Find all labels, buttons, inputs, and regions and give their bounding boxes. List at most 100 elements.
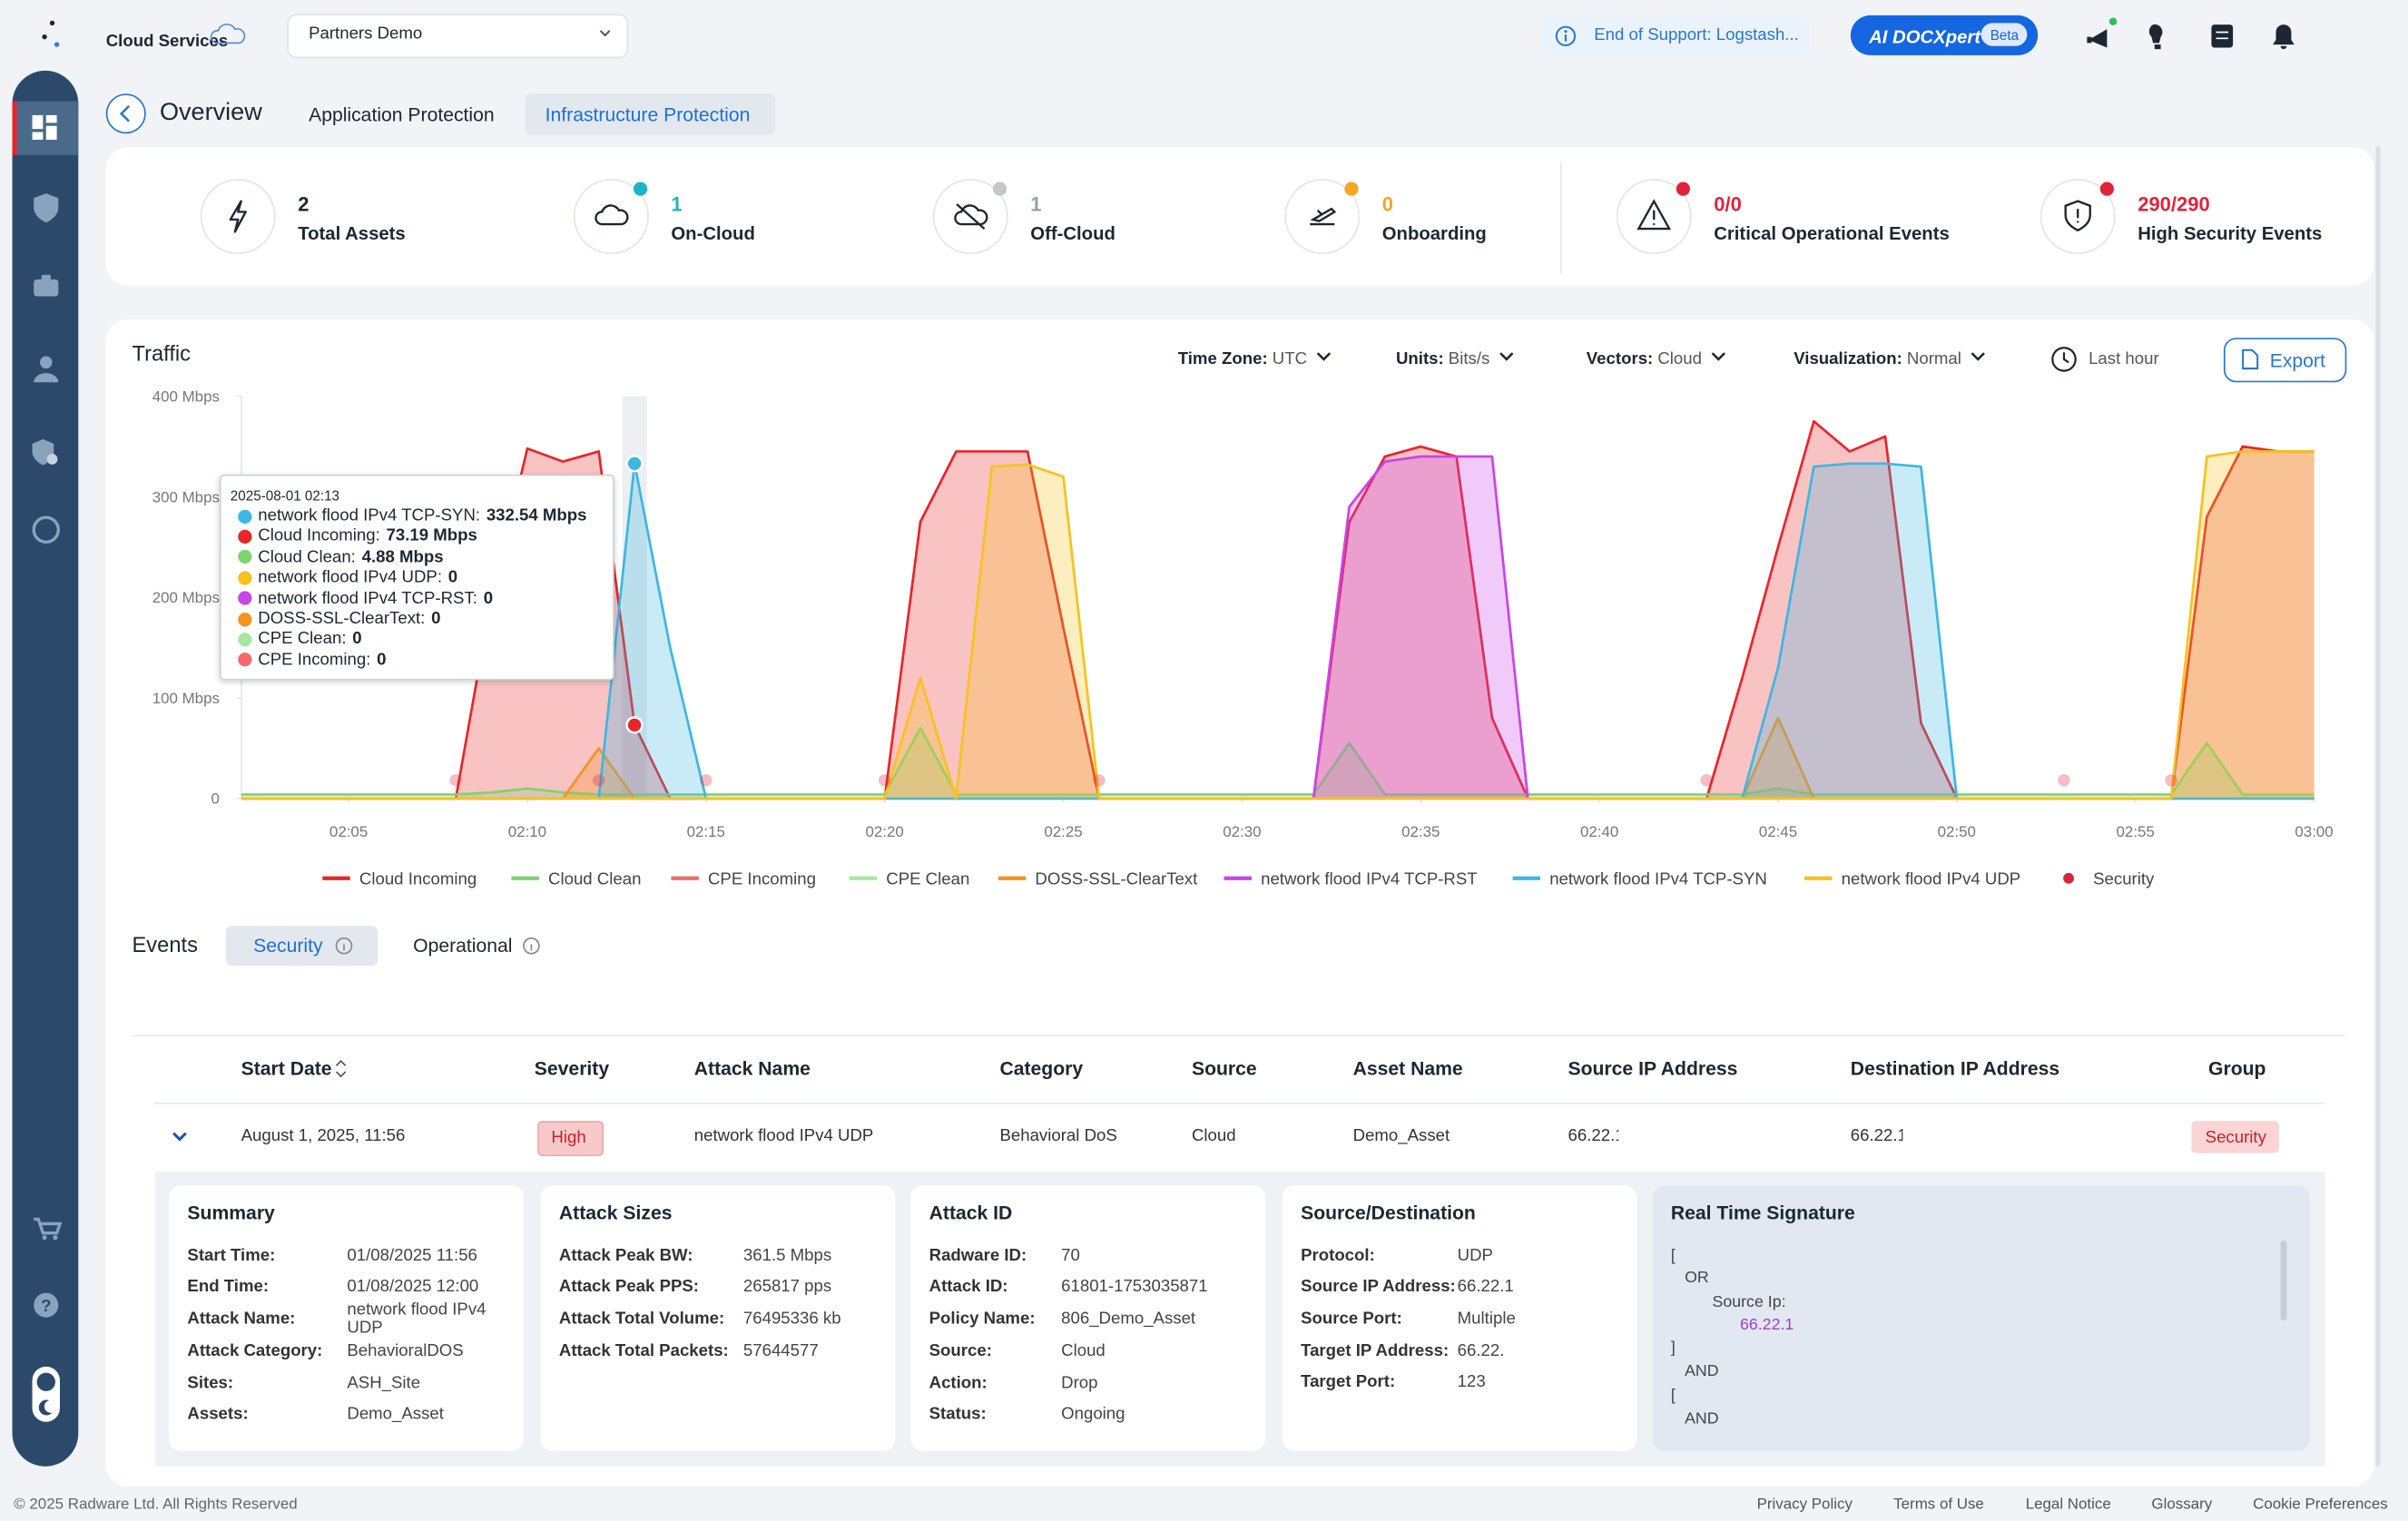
detail-value: 265817 pps [743,1278,897,1296]
tooltip-label: CPE Clean:0 [258,630,361,648]
card-label: Total Assets [298,222,405,244]
security-event [700,774,713,787]
info-icon [335,937,353,955]
severity: High [551,1129,585,1147]
section-title: Traffic [133,341,192,366]
control-label: Units:Bits/s [1396,350,1519,368]
detail-value: 70 [1061,1247,1214,1265]
tooltip-value: 0 [352,630,361,648]
sort-icon[interactable] [335,1059,348,1077]
tooltip-value: 4.88 Mbps [362,548,444,566]
brand-cloud [209,22,249,49]
legend-label: network flood IPv4 UDP [1842,869,2021,888]
detail-label: Attack Peak BW: [559,1247,693,1265]
card-title: Attack ID [929,1202,1013,1224]
x-tick-label: 02:20 [866,823,904,840]
detail-value: 57644577 [743,1342,897,1360]
chevron[interactable] [1498,350,1519,364]
export-label: Export [2270,350,2325,372]
legend-label: DOSS-SSL-ClearText [1035,869,1198,888]
signature-line: [ [1671,1387,1676,1405]
tooltip-dot [238,550,251,564]
detail-label: Attack ID: [929,1278,1008,1296]
time-range[interactable]: Last hour [2089,350,2159,368]
security-event [593,774,605,787]
tooltip-dot [238,612,251,625]
control-label: Visualization:Normal [1794,350,1990,368]
signature-line: OR [1685,1269,1709,1287]
column-header: Attack Name [694,1058,811,1080]
card-icon [1616,178,1695,258]
legend-label: Cloud Incoming [359,869,477,888]
cell: network flood IPv4 UDP [694,1127,874,1145]
detail-value: 66.22.1 [1458,1278,1611,1296]
card-value: 2 [298,192,309,215]
card-title: Real Time Signature [1671,1202,1855,1224]
detail-label: Policy Name: [929,1310,1036,1328]
tooltip: 2025-08-01 02:13 network flood IPv4 TCP-… [220,475,614,681]
tooltip-dot [238,653,251,667]
export-icon [2241,348,2259,370]
card-label: On-Cloud [671,222,754,244]
scrollbar[interactable] [2281,1241,2287,1320]
detail-value: UDP [1458,1247,1611,1265]
back-button[interactable] [104,93,147,135]
cell: Cloud [1192,1127,1236,1145]
detail-value: Multiple [1458,1310,1611,1328]
tooltip-value: 73.19 Mbps [387,527,477,545]
signature-line: ] [1671,1339,1676,1357]
x-tick-label: 02:45 [1759,823,1797,840]
detail-label: Source IP Address: [1301,1278,1456,1296]
section-title: Events [133,932,198,957]
column-header: Destination IP Address [1851,1058,2059,1080]
detail-label: Start Time: [187,1247,275,1265]
column-header: Source [1192,1058,1257,1080]
footer-link[interactable]: Privacy Policy [1757,1496,1853,1514]
info-icon [522,937,540,955]
footer-link[interactable]: Legal Notice [2026,1496,2111,1514]
tab[interactable]: Application Protection [309,104,495,126]
x-tick-label: 02:35 [1401,823,1440,840]
expand-icon[interactable] [171,1129,189,1144]
chevron[interactable] [1969,350,1990,364]
notice-text: End of Support: Logstash... [1594,26,1799,44]
tab-active[interactable]: Infrastructure Protection [545,104,751,126]
card-value: 0 [1382,192,1393,215]
control-value: Cloud [1657,350,1702,368]
x-tick-label: 02:40 [1580,823,1618,840]
signature-line: AND [1685,1362,1719,1380]
tab-active[interactable]: Security [253,935,322,957]
sidebar-icons: ? [13,102,79,1484]
chevron[interactable] [1709,350,1731,364]
group: Security [2206,1129,2266,1147]
card-icon [573,178,653,258]
footer-link[interactable]: Glossary [2151,1496,2212,1514]
detail-value: Drop [1061,1374,1214,1392]
signature-line: AND [1685,1409,1719,1428]
card-label: High Security Events [2138,222,2322,244]
chevron[interactable] [1314,350,1336,364]
divider [133,1035,2345,1036]
x-tick-label: 02:50 [1938,823,1976,840]
detail-value: Ongoing [1061,1405,1214,1423]
security-event [2058,774,2070,787]
header-icons [2081,15,2304,55]
detail-label: Assets: [187,1405,248,1423]
cell: Demo_Asset [1353,1127,1450,1145]
tooltip-value: 0 [377,651,386,669]
page-scrollbar[interactable] [2375,146,2380,1467]
detail-value: 01/08/2025 11:56 [347,1247,500,1265]
x-tick-label: 02:10 [508,823,546,840]
footer-link[interactable]: Cookie Preferences [2253,1496,2388,1514]
security-event [1093,774,1106,787]
legend-label: Cloud Clean [548,869,641,888]
detail-label: Status: [929,1405,987,1423]
legend-label: Security [2093,869,2155,888]
copyright: © 2025 Radware Ltd. All Rights Reserved [14,1496,297,1514]
tab[interactable]: Operational [413,935,512,957]
detail-label: Attack Total Packets: [559,1342,729,1360]
footer-link[interactable]: Terms of Use [1893,1496,1984,1514]
y-tick-label: 200 Mbps [152,589,220,606]
tooltip-label: DOSS-SSL-ClearText:0 [258,610,440,628]
